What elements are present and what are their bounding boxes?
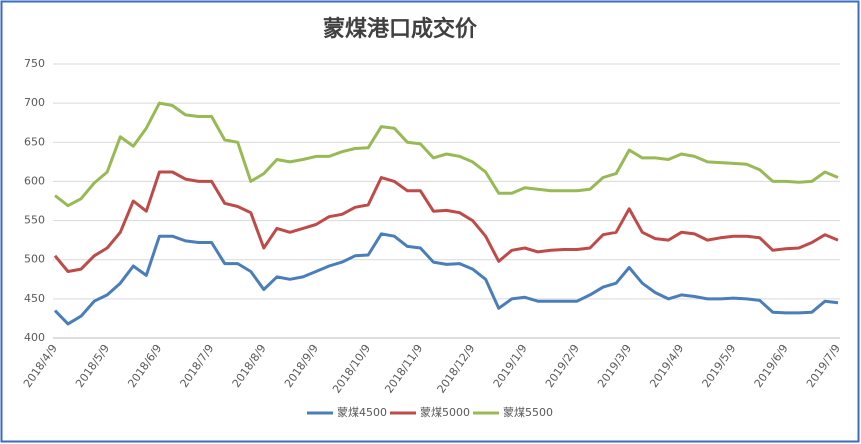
y-tick-label: 700: [24, 96, 45, 109]
y-tick-label: 500: [24, 253, 45, 266]
line-series: [53, 170, 839, 273]
legend-label: 蒙煤4500: [337, 406, 387, 419]
legend-label: 蒙煤5000: [420, 406, 470, 419]
line-series: [53, 232, 839, 326]
legend-label: 蒙煤5500: [503, 406, 553, 419]
y-tick-label: 400: [24, 331, 45, 344]
y-tick-label: 550: [24, 214, 45, 227]
chart-title: 蒙煤港口成交价: [323, 16, 478, 42]
y-tick-label: 450: [24, 292, 45, 305]
y-tick-label: 600: [24, 174, 45, 187]
y-tick-label: 650: [24, 135, 45, 148]
line-series: [54, 101, 839, 208]
y-tick-label: 750: [24, 57, 45, 70]
